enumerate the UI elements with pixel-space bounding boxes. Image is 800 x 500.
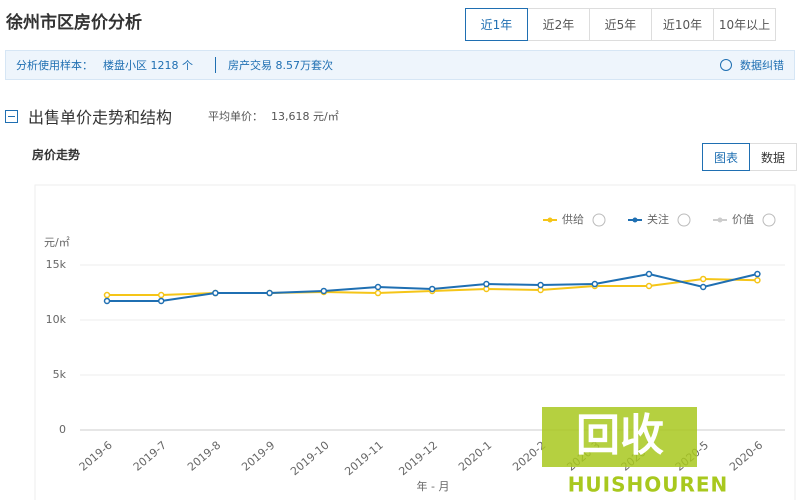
data-point [212,289,219,297]
info-item: 房产交易 8.57万套次 [215,57,345,73]
x-tick-label: 2019-12 [396,439,440,479]
avg-value: 13,618 元/㎡ [271,110,339,123]
data-point [266,289,273,297]
data-point [754,276,761,284]
y-tick-label: 5k [53,368,67,381]
legend-label[interactable]: 关注 [647,212,669,226]
data-point [428,285,436,293]
panel-title: 房价走势 [32,148,81,162]
x-tick-label: 2019-8 [185,439,223,474]
data-point [754,270,761,278]
x-tick-label: 2019-11 [342,439,386,479]
data-point [103,291,111,299]
error-report-link[interactable]: 数据纠错 [720,57,784,73]
section-header: 出售单价走势和结构 平均单价： 13,618 元/㎡ [5,104,339,128]
tab-bar: 近1年 近2年 近5年 近10年 10年以上 [465,8,776,41]
data-point [103,297,111,305]
data-point [157,297,165,305]
x-tick-label: 2020-6 [727,439,765,474]
data-point [483,280,490,288]
x-tick-label: 2019-9 [239,439,277,474]
data-point [537,281,544,289]
watermark-logo: 回收 [576,410,664,461]
legend-swatch-dot [632,217,638,223]
data-point [157,291,165,299]
collapse-icon[interactable] [5,109,18,123]
legend-label[interactable]: 供给 [562,212,584,226]
x-tick-label: 2019-10 [288,439,332,479]
data-point [699,275,707,283]
info-item: 楼盘小区 1218 个 [103,59,193,72]
x-tick-label: 2019-6 [77,439,115,474]
view-toggle: 图表 数据 [702,143,797,171]
range-tab[interactable]: 近1年 [465,8,528,41]
info-label: 分析使用样本： [16,59,93,72]
data-point [320,287,328,295]
info-icon [720,59,732,71]
page-title: 徐州市区房价分析 [6,13,142,33]
data-point [374,289,382,297]
avg-label: 平均单价： [208,110,264,123]
link-text: 数据纠错 [740,59,784,72]
watermark-text: HUISHOUREN [568,473,729,497]
watermark-logo-box [542,407,697,467]
help-icon [592,213,606,227]
view-button[interactable]: 图表 [702,143,750,171]
range-tab[interactable]: 10年以上 [713,8,776,41]
x-tick-label: 2020-1 [456,439,494,474]
y-tick-label: 10k [46,313,67,326]
data-point [699,283,707,291]
x-tick-label: 2019-7 [131,439,169,474]
legend-swatch-dot [717,217,723,223]
help-icon [762,213,776,227]
x-axis-label: 年 - 月 [417,479,450,493]
chart-frame [34,184,796,500]
legend-swatch-dot [547,217,553,223]
data-point [591,280,599,288]
data-point [645,282,653,290]
section-title: 出售单价走势和结构 [28,108,173,127]
data-point [645,270,653,278]
y-tick-label: 15k [46,258,67,271]
help-icon [677,213,691,227]
y-axis-label: 元/㎡ [44,236,70,249]
legend-label[interactable]: 价值 [732,213,754,226]
info-bar: 分析使用样本： 楼盘小区 1218 个 房产交易 8.57万套次 数据纠错 [5,50,795,80]
data-point [374,283,382,291]
y-tick-label: 0 [59,423,66,436]
